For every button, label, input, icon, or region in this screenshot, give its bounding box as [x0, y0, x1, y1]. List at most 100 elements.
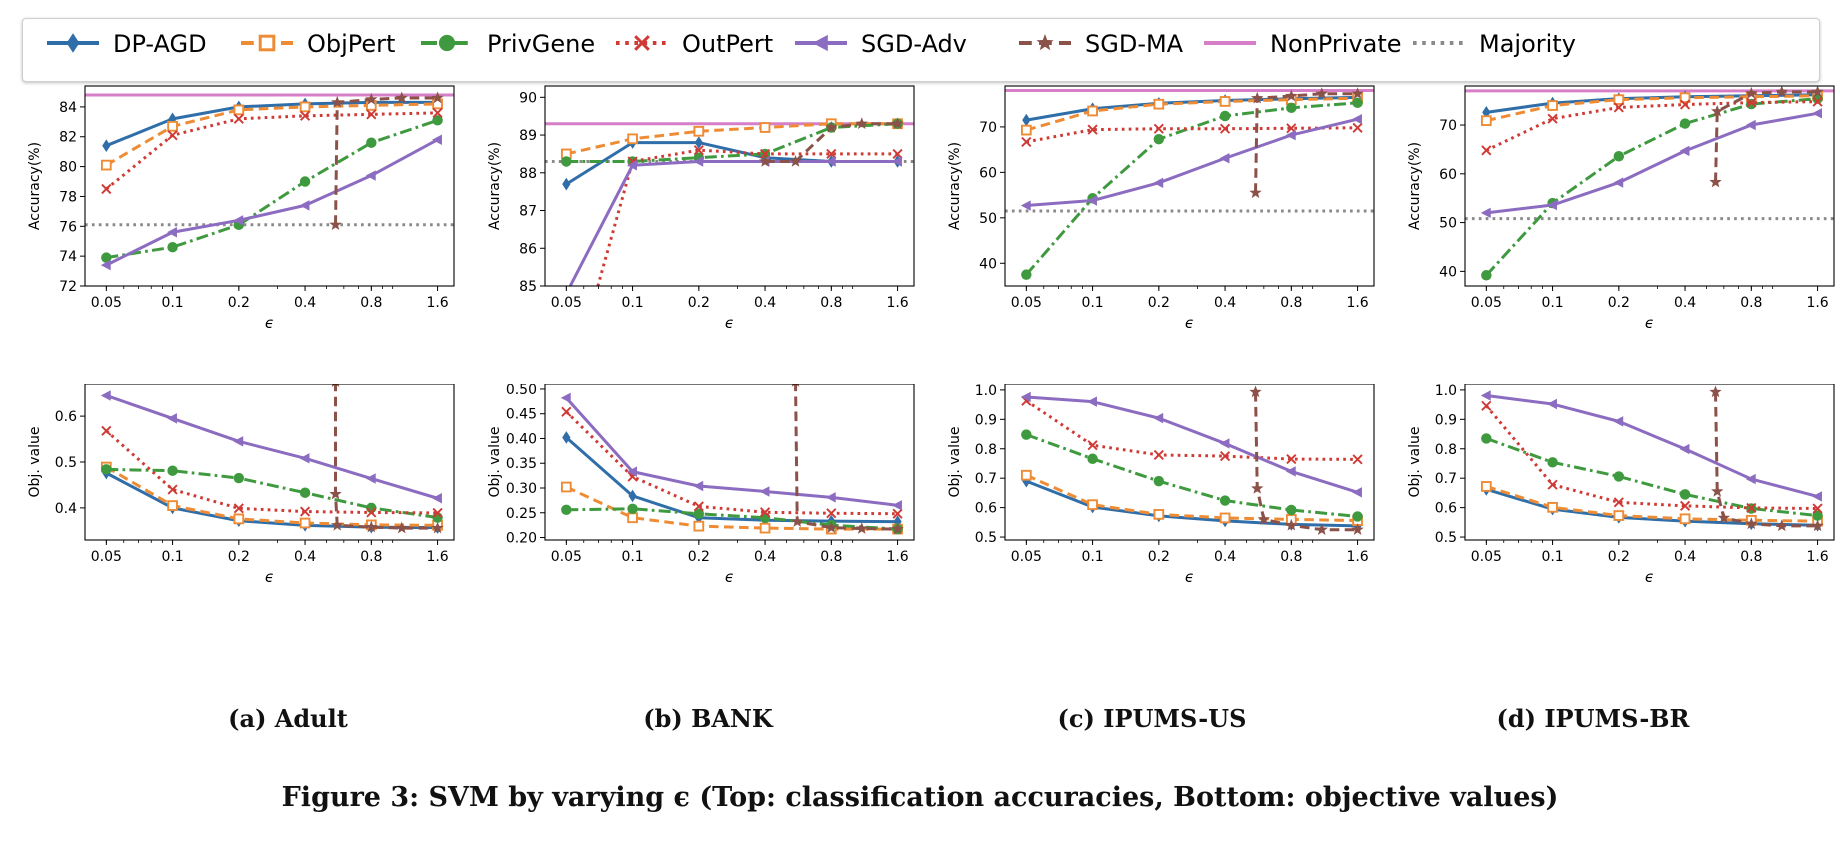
- point-sgd-adv: [1679, 443, 1690, 455]
- x-tick-label: 0.1: [621, 549, 643, 565]
- point-sgd-ma: [1709, 385, 1722, 398]
- x-tick-label: 0.1: [621, 295, 643, 311]
- series-outpert: [1021, 395, 1363, 465]
- series-line-sgd-ma: [334, 96, 438, 225]
- series-line-sgd-adv: [105, 138, 439, 267]
- series-sgd-adv: [1020, 113, 1362, 211]
- point-sgd-ma: [789, 154, 802, 167]
- figure-caption: Figure 3: SVM by varying ϵ (Top: classif…: [281, 782, 1559, 813]
- point-sgd-ma: [1711, 484, 1724, 497]
- series-line-sgd-ma: [1714, 90, 1818, 183]
- point-privgene: [1087, 453, 1098, 464]
- point-outpert: [432, 107, 443, 118]
- point-sgd-adv: [1613, 177, 1624, 188]
- point-privgene: [1352, 97, 1363, 109]
- point-outpert: [167, 484, 178, 495]
- plot-frame: [84, 85, 455, 287]
- point-objpert: [759, 122, 771, 133]
- point-sgd-adv: [167, 413, 177, 424]
- point-sgd-ma: [329, 218, 342, 231]
- plot-area: [85, 91, 454, 271]
- point-sgd-ma: [1775, 86, 1788, 98]
- point-outpert: [101, 183, 112, 195]
- series-sgd-adv: [100, 390, 442, 504]
- point-privgene: [1219, 495, 1231, 506]
- x-tick-label: 0.2: [228, 295, 250, 311]
- point-outpert: [1547, 479, 1558, 490]
- series-line-objpert: [565, 122, 898, 156]
- point-sgd-adv: [1547, 398, 1557, 410]
- point-sgd-ma: [825, 521, 838, 533]
- point-objpert: [233, 513, 245, 525]
- subcaption-ipums-us: (c) IPUMS-US: [1057, 704, 1247, 733]
- point-privgene: [1021, 269, 1032, 280]
- series-dp-agd: [1022, 474, 1362, 533]
- x-axis-label: ϵ: [265, 314, 274, 332]
- legend-item-objpert: ObjPert: [241, 30, 395, 58]
- chart-ipumsus-objective: 0.5 0.6 0.7 0.8 0.9 1.0 0.05 0.1 0.2 0.4 0.8 1.6 ϵ Ob…: [947, 384, 1375, 586]
- legend-label: ObjPert: [307, 30, 395, 58]
- x-tick-label: 0.05: [91, 549, 122, 565]
- x-tick-label: 0.05: [1471, 549, 1502, 565]
- series-line-objpert: [105, 465, 438, 527]
- point-sgd-adv: [759, 486, 770, 497]
- point-privgene: [1613, 471, 1625, 482]
- legend-marker: [812, 34, 828, 52]
- legend-marker: [438, 34, 456, 52]
- point-outpert: [366, 109, 377, 120]
- legend-label: NonPrivate: [1270, 30, 1402, 58]
- y-tick-label: 1.0: [1435, 384, 1457, 399]
- point-sgd-ma: [365, 520, 378, 533]
- point-dp-agd: [168, 112, 177, 126]
- y-tick-label: 74: [59, 249, 77, 265]
- series-sgd-ma: [758, 117, 904, 167]
- series-line-privgene: [566, 507, 898, 531]
- point-sgd-adv: [1613, 416, 1624, 427]
- point-privgene: [1547, 457, 1558, 468]
- point-sgd-ma: [1251, 91, 1264, 104]
- point-privgene: [101, 252, 112, 263]
- plot-frame: [544, 85, 915, 287]
- legend-item-nonprivate: NonPrivate: [1204, 30, 1402, 58]
- x-tick-label: 0.8: [1740, 549, 1762, 565]
- point-objpert: [1547, 501, 1558, 513]
- x-axis-label: ϵ: [725, 568, 734, 586]
- y-tick-label: 86: [519, 241, 537, 257]
- legend-entries: DP-AGD ObjPert PrivGene OutPert SGD-Adv SGD-M…: [47, 30, 1576, 58]
- x-tick-label: 0.4: [1674, 295, 1696, 311]
- series-sgd-ma: [1709, 385, 1824, 532]
- point-objpert: [1613, 510, 1625, 521]
- y-tick-label: 0.7: [975, 471, 997, 487]
- point-sgd-ma: [1745, 517, 1758, 530]
- series-line-dp-agd: [565, 141, 898, 186]
- point-outpert: [1352, 454, 1363, 465]
- x-tick-label: 0.8: [1740, 295, 1762, 311]
- x-tick-label: 0.2: [688, 295, 710, 311]
- point-sgd-ma: [1249, 385, 1262, 398]
- series-outpert: [1021, 122, 1363, 147]
- chart-ipumsbr-objective: 0.5 0.6 0.7 0.8 0.9 1.0 0.05 0.1 0.2 0.4 0.8 1.6 ϵ Ob…: [1407, 384, 1835, 586]
- x-tick-label: 1.6: [426, 295, 448, 311]
- point-privgene: [167, 241, 178, 253]
- y-tick-label: 76: [59, 219, 77, 235]
- series-line-sgd-adv: [1486, 111, 1818, 215]
- point-outpert: [1286, 453, 1297, 465]
- point-sgd-ma: [365, 92, 378, 105]
- point-sgd-adv: [1285, 466, 1296, 477]
- series-line-sgd-adv: [1486, 393, 1818, 498]
- point-dp-agd: [1022, 113, 1031, 127]
- point-outpert: [693, 145, 704, 156]
- point-sgd-ma: [1315, 87, 1328, 99]
- series-line-privgene: [106, 467, 438, 520]
- point-privgene: [1679, 489, 1691, 500]
- point-privgene: [627, 503, 638, 515]
- point-sgd-adv: [560, 392, 571, 404]
- plot-frame: [1464, 384, 1835, 541]
- series-line-sgd-adv: [105, 394, 438, 500]
- point-dp-agd: [694, 136, 703, 149]
- x-tick-label: 0.2: [1148, 295, 1170, 311]
- point-sgd-adv: [1812, 108, 1822, 119]
- point-sgd-adv: [693, 480, 704, 492]
- y-tick-label: 0.5: [975, 530, 997, 546]
- series-sgd-adv: [1480, 108, 1822, 219]
